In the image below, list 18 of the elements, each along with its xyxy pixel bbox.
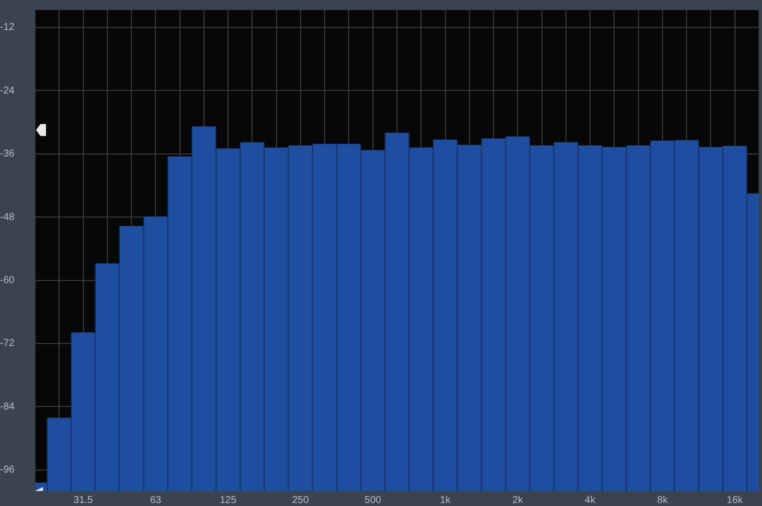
x-tick-label: 2k bbox=[512, 494, 524, 506]
y-tick-label: -36 bbox=[0, 148, 15, 160]
x-tick-label: 1k bbox=[440, 494, 452, 506]
x-tick-label: 63 bbox=[150, 494, 162, 506]
y-tick-label: -60 bbox=[0, 275, 15, 286]
y-tick-label: -84 bbox=[0, 401, 15, 412]
x-tick-label: 125 bbox=[220, 494, 237, 506]
x-tick-label: 4k bbox=[584, 494, 596, 506]
y-tick-label: -24 bbox=[0, 85, 15, 96]
y-tick-label: -96 bbox=[0, 464, 15, 476]
x-tick-label: 250 bbox=[292, 494, 310, 506]
y-tick-label: -12 bbox=[0, 22, 15, 34]
x-tick-label: 31.5 bbox=[74, 494, 94, 506]
x-tick-label: 500 bbox=[364, 494, 382, 506]
x-tick-label: 16k bbox=[726, 494, 744, 506]
y-tick-label: -72 bbox=[0, 338, 15, 350]
x-tick-label: 8k bbox=[657, 494, 669, 506]
y-tick-label: -48 bbox=[0, 212, 15, 223]
